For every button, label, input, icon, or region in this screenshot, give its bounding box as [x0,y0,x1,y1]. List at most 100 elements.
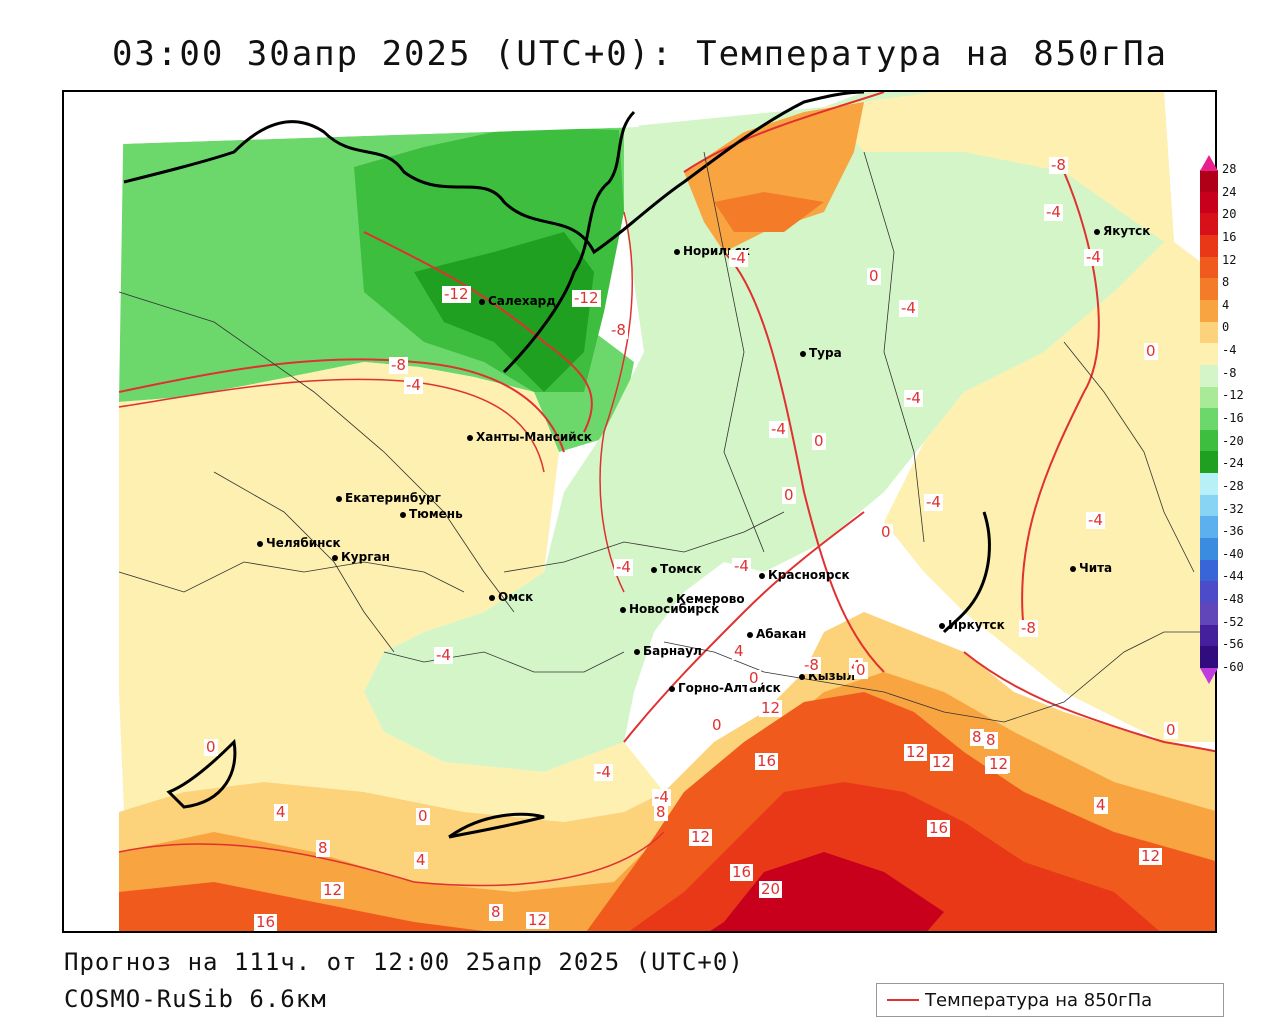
colorbar-tick-label: -24 [1222,456,1244,471]
colorbar-segment [1200,603,1218,626]
city-marker-icon [467,434,473,441]
colorbar-tick-label: -32 [1222,501,1244,516]
city-marker-icon [1094,228,1100,235]
colorbar-tick-label: 24 [1222,184,1237,199]
isotherm-value-label: 16 [730,863,754,881]
isotherm-minus4-east [1021,171,1100,633]
isotherm-value-label: 8 [654,803,668,821]
map-panel[interactable]: Норильск Якутск Салехард Тура Ханты-Мансийск… [62,90,1217,933]
zone-orange-ridge [714,192,824,232]
isotherm-value-label: -4 [594,763,613,781]
colorbar-tick-label: -40 [1222,546,1244,561]
colorbar-tick-label: 16 [1222,229,1237,244]
arctic-coastline [123,92,865,255]
colorbar-segment [1200,516,1218,539]
city-name: Ханты-Мансийск [476,430,592,444]
colorbar-tick-label: -12 [1222,388,1244,403]
city-marker-icon [620,606,626,613]
city-name: Салехард [488,294,556,308]
isotherm-value-label: 8 [984,731,998,749]
colorbar-tick-label: -28 [1222,478,1244,493]
admin-border-3 [503,511,785,573]
city-name: Барнаул [643,644,702,658]
colorbar-segment [1200,170,1218,193]
colorbar-segment [1200,408,1218,431]
isotherm-value-label: 0 [1144,342,1158,360]
city-marker-icon [651,566,657,573]
city-name: Челябинск [266,536,341,550]
city-label: Барнаул [634,644,702,658]
isotherm-value-label: 16 [254,913,278,931]
isotherm-value-label: -4 [1084,248,1103,266]
colorbar-bottom-arrow [1200,668,1218,684]
isotherm-0-mid [723,251,885,673]
legend: Температура на 850гПа [876,983,1224,1017]
city-marker-icon [489,594,495,601]
city-marker-icon [747,631,753,638]
isotherm-value-label: 12 [904,743,928,761]
colorbar-segment [1200,473,1218,496]
isotherm-minus4-b [623,511,865,743]
city-label: Ханты-Мансийск [467,430,592,444]
isotherm-value-label: 0 [204,738,218,756]
isotherm-value-label: -4 [652,788,671,806]
temperature-field-map [64,92,1215,931]
forecast-info: Прогноз на 111ч. от 12:00 25апр 2025 (UT… [64,948,744,976]
city-marker-icon [799,673,805,680]
city-name: Томск [660,562,702,576]
isotherm-value-label: 12 [526,911,550,929]
isotherm-value-label: -4 [769,420,788,438]
city-name: Кемерово [676,592,745,606]
city-name: Курган [341,550,390,564]
city-label: Тура [800,346,842,360]
legend-line-swatch [887,999,919,1001]
colorbar-segment [1200,646,1218,669]
city-marker-icon [257,540,263,547]
isotherm-value-label: -4 [1044,203,1063,221]
colorbar-tick-label: -8 [1222,365,1237,380]
isotherm-value-label: 16 [927,819,951,837]
city-label: Якутск [1094,224,1150,238]
baikal-outline [942,511,991,634]
admin-border-4 [663,631,1215,723]
city-name: Тура [809,346,842,360]
city-label: Курган [332,550,390,564]
isotherm-value-label: 0 [1164,721,1178,739]
isotherm-value-label: 8 [316,839,330,857]
isotherm-value-label: 8 [970,728,984,746]
isotherm-value-label: -8 [389,356,408,374]
isotherm-value-label: -12 [442,285,471,303]
isotherm-4 [118,831,665,887]
isotherm-0-north [683,92,885,173]
colorbar-tick-label: -44 [1222,569,1244,584]
city-marker-icon [634,648,640,655]
isotherm-value-label: -8 [1049,156,1068,174]
admin-border-8 [383,651,625,673]
isotherm-value-label: -8 [609,321,628,339]
model-info: COSMO-RuSib 6.6км [64,985,327,1013]
isotherm-value-label: -8 [1019,619,1038,637]
isotherm-value-label: 12 [321,881,345,899]
city-label: Горно-Алтайск [669,681,781,695]
isotherm-value-label: -4 [899,299,918,317]
isotherm-value-label: 12 [987,755,1011,773]
zone-hotter-sw [119,882,484,931]
admin-border-1 [118,291,515,613]
colorbar-segment [1200,278,1218,301]
city-name: Новосибирск [629,602,720,616]
colorbar-segment [1200,321,1218,344]
city-label: Челябинск [257,536,341,550]
city-name: Красноярск [768,568,850,582]
isotherm-value-label: 20 [759,880,783,898]
zone-warm-yellow-east [824,92,1215,742]
city-name: Якутск [1103,224,1151,238]
isotherm-value-label: 12 [759,699,783,717]
city-marker-icon [400,511,406,518]
city-marker-icon [667,596,673,603]
city-marker-icon [800,350,806,357]
isotherm-0-east [963,651,1215,753]
isotherm-value-label: 0 [747,669,761,687]
city-marker-icon [336,495,342,502]
city-marker-icon [332,554,338,561]
isotherm-value-label: -4 [434,646,453,664]
